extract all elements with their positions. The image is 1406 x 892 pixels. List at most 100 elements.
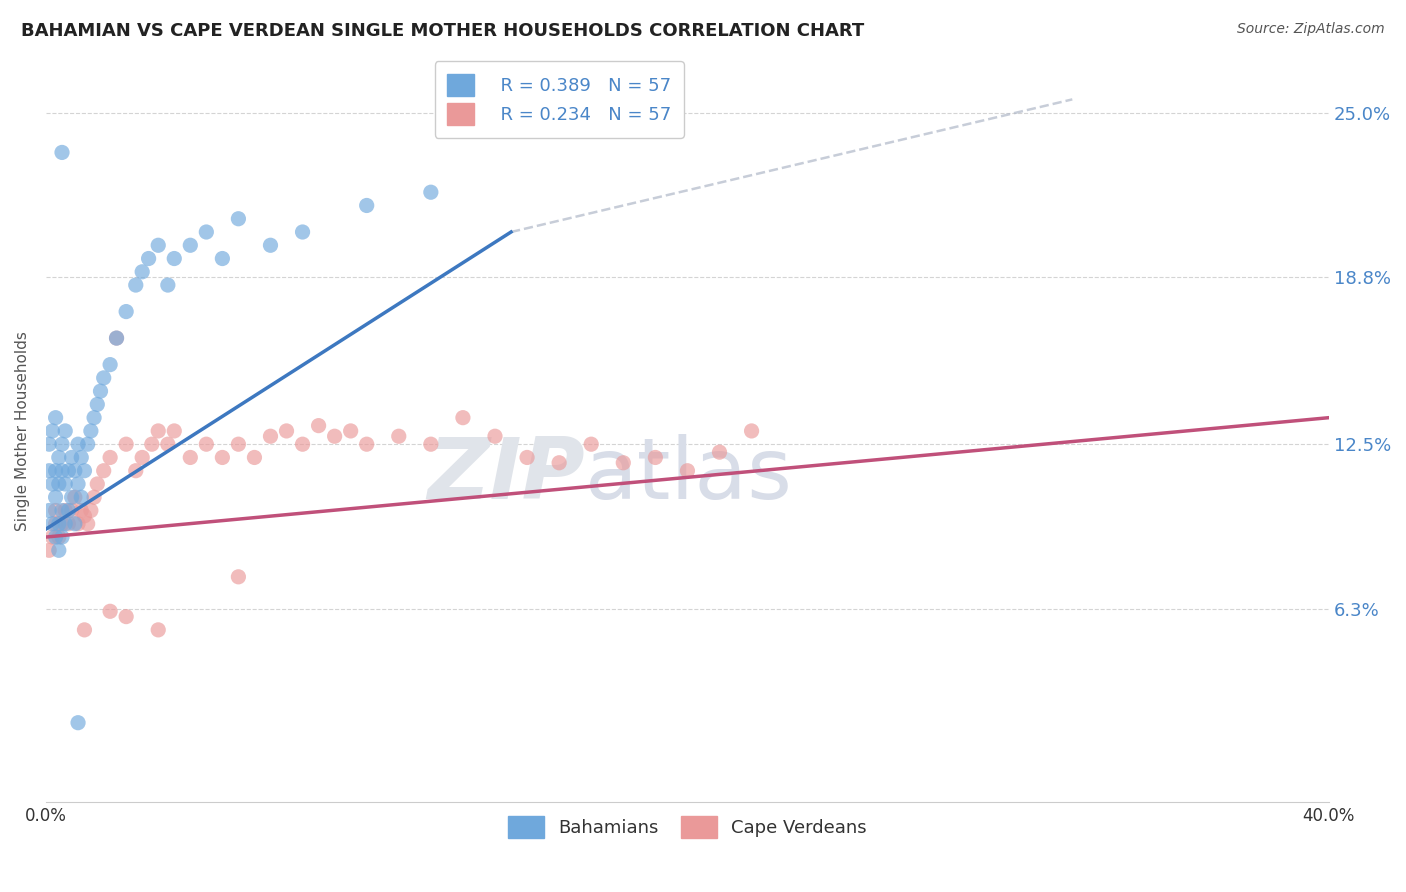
- Point: [105, 331, 128, 345]
- Point: [548, 456, 571, 470]
- Point: [308, 418, 330, 433]
- Point: [67, 477, 90, 491]
- Point: [76, 516, 98, 531]
- Point: [115, 609, 138, 624]
- Point: [93, 371, 115, 385]
- Point: [259, 238, 281, 252]
- Point: [73, 464, 96, 478]
- Point: [388, 429, 411, 443]
- Point: [419, 185, 441, 199]
- Point: [41, 477, 63, 491]
- Point: [93, 464, 115, 478]
- Point: [579, 437, 602, 451]
- Point: [356, 198, 378, 212]
- Point: [276, 424, 298, 438]
- Point: [156, 278, 179, 293]
- Y-axis label: Single Mother Households: Single Mother Households: [15, 331, 30, 531]
- Point: [53, 516, 76, 531]
- Point: [228, 437, 250, 451]
- Point: [228, 211, 250, 226]
- Point: [484, 429, 506, 443]
- Point: [741, 424, 763, 438]
- Point: [70, 490, 93, 504]
- Point: [125, 278, 148, 293]
- Point: [419, 437, 441, 451]
- Point: [45, 530, 67, 544]
- Text: atlas: atlas: [585, 434, 793, 517]
- Point: [83, 410, 105, 425]
- Point: [148, 424, 170, 438]
- Point: [70, 450, 93, 465]
- Point: [60, 490, 83, 504]
- Point: [48, 530, 70, 544]
- Point: [53, 424, 76, 438]
- Point: [243, 450, 266, 465]
- Point: [148, 623, 170, 637]
- Point: [83, 490, 105, 504]
- Point: [48, 450, 70, 465]
- Point: [60, 503, 83, 517]
- Point: [60, 450, 83, 465]
- Point: [80, 424, 103, 438]
- Point: [38, 503, 60, 517]
- Text: Source: ZipAtlas.com: Source: ZipAtlas.com: [1237, 22, 1385, 37]
- Point: [125, 464, 148, 478]
- Point: [195, 225, 218, 239]
- Point: [67, 516, 90, 531]
- Point: [259, 429, 281, 443]
- Point: [163, 252, 186, 266]
- Point: [70, 503, 93, 517]
- Point: [179, 450, 201, 465]
- Point: [80, 503, 103, 517]
- Point: [48, 543, 70, 558]
- Point: [51, 530, 73, 544]
- Point: [98, 450, 121, 465]
- Point: [51, 437, 73, 451]
- Legend: Bahamians, Cape Verdeans: Bahamians, Cape Verdeans: [501, 809, 875, 846]
- Point: [76, 437, 98, 451]
- Point: [644, 450, 666, 465]
- Point: [98, 604, 121, 618]
- Point: [67, 715, 90, 730]
- Point: [115, 437, 138, 451]
- Point: [86, 477, 108, 491]
- Point: [211, 252, 233, 266]
- Point: [48, 477, 70, 491]
- Text: ZIP: ZIP: [427, 434, 585, 517]
- Point: [38, 464, 60, 478]
- Point: [58, 503, 80, 517]
- Point: [141, 437, 163, 451]
- Point: [41, 516, 63, 531]
- Point: [98, 358, 121, 372]
- Point: [676, 464, 699, 478]
- Point: [115, 304, 138, 318]
- Text: BAHAMIAN VS CAPE VERDEAN SINGLE MOTHER HOUSEHOLDS CORRELATION CHART: BAHAMIAN VS CAPE VERDEAN SINGLE MOTHER H…: [21, 22, 865, 40]
- Point: [38, 437, 60, 451]
- Point: [51, 503, 73, 517]
- Point: [73, 623, 96, 637]
- Point: [63, 516, 86, 531]
- Point: [451, 410, 474, 425]
- Point: [339, 424, 361, 438]
- Point: [51, 516, 73, 531]
- Point: [63, 490, 86, 504]
- Point: [105, 331, 128, 345]
- Point: [89, 384, 111, 399]
- Point: [709, 445, 731, 459]
- Point: [323, 429, 346, 443]
- Point: [67, 437, 90, 451]
- Point: [138, 252, 160, 266]
- Point: [131, 450, 153, 465]
- Point: [51, 464, 73, 478]
- Point: [516, 450, 538, 465]
- Point: [163, 424, 186, 438]
- Point: [612, 456, 634, 470]
- Point: [148, 238, 170, 252]
- Point: [53, 477, 76, 491]
- Point: [211, 450, 233, 465]
- Point: [45, 516, 67, 531]
- Point: [41, 530, 63, 544]
- Point: [195, 437, 218, 451]
- Point: [53, 503, 76, 517]
- Point: [45, 490, 67, 504]
